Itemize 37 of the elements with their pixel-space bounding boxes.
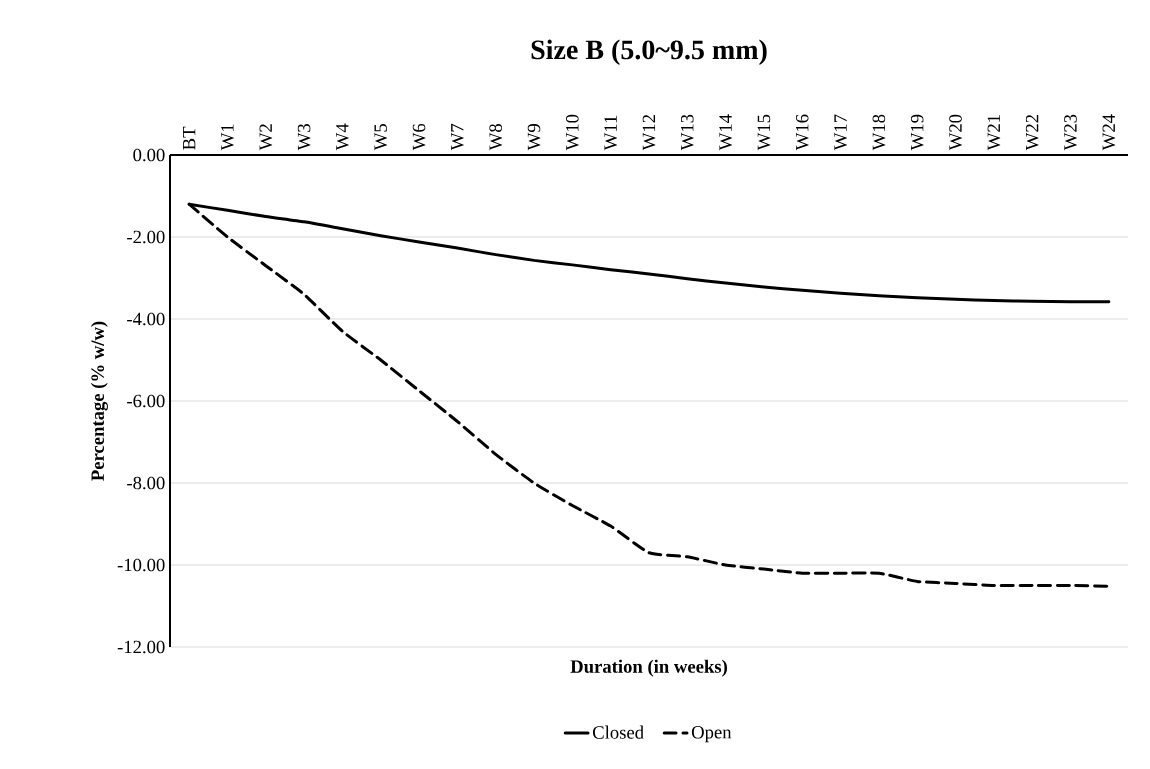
x-tick-label: W17 [834, 114, 847, 151]
x-tick-label: W16 [795, 114, 809, 151]
legend-label: Open [691, 725, 732, 743]
x-tick-label: W9 [527, 124, 541, 151]
y-tick-label: -2.00 [127, 230, 165, 244]
x-axis-title: Duration (in weeks) [570, 659, 727, 677]
x-tick-label: W3 [297, 124, 311, 151]
x-tick-label: W24 [1102, 114, 1116, 151]
legend-label: Closed [592, 725, 644, 739]
x-tick-label: W13 [681, 114, 694, 151]
x-tick-label: W14 [719, 114, 732, 151]
x-tick-label: W10 [566, 114, 579, 151]
y-tick-label: -4.00 [127, 312, 165, 326]
x-tick-label: W22 [1025, 115, 1039, 151]
x-tick-label: W4 [336, 123, 349, 151]
chart-title: Size B (5.0~9.5 mm) [531, 39, 767, 65]
x-tick-label: W11 [604, 115, 617, 151]
x-tick-label: W1 [221, 124, 234, 151]
x-tick-label: W12 [642, 115, 656, 151]
x-tick-label: W23 [1064, 114, 1077, 151]
y-tick-label: -8.00 [127, 476, 165, 490]
x-tick-label: W2 [259, 124, 273, 151]
x-tick-label: W21 [987, 115, 1001, 151]
y-tick-label: -12.00 [117, 640, 165, 654]
x-tick-label: W19 [910, 114, 924, 151]
y-tick-label: -10.00 [117, 558, 165, 572]
x-tick-label: W18 [872, 114, 886, 151]
y-tick-label: 0.00 [133, 148, 165, 162]
x-tick-label: W6 [412, 123, 426, 151]
x-tick-label: BT [183, 126, 196, 150]
x-tick-label: W20 [949, 114, 962, 151]
y-tick-label: -6.00 [127, 394, 165, 408]
x-tick-label: W7 [451, 123, 464, 151]
x-tick-label: W15 [757, 114, 771, 151]
y-axis-title: Percentage (% w/w) [90, 321, 108, 481]
x-tick-label: W8 [489, 124, 503, 151]
x-tick-label: W5 [374, 124, 388, 151]
